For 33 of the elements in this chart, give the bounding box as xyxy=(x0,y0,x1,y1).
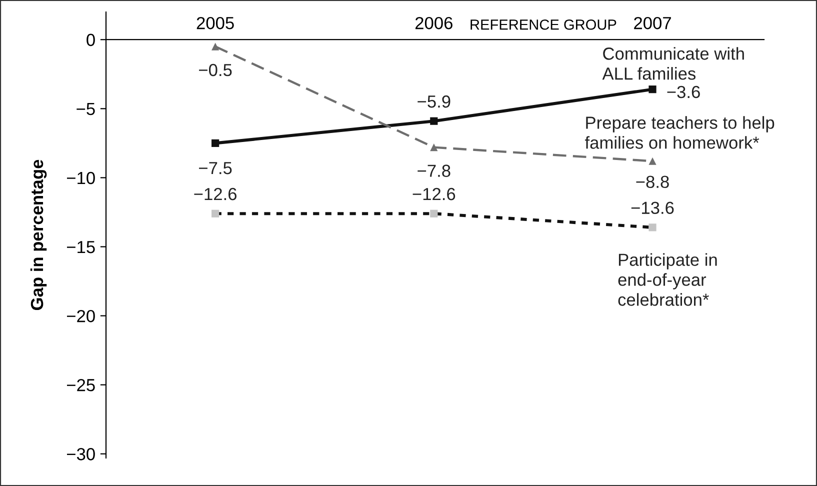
y-axis-title: Gap in percentage xyxy=(30,160,47,310)
x-tick-label: 2006 xyxy=(415,16,452,30)
annotation: REFERENCE GROUP xyxy=(470,19,616,30)
y-tick-label: −25 xyxy=(66,378,95,392)
x-tick-label: 2005 xyxy=(196,16,234,30)
series-label: Participate in end-of-year celebration* xyxy=(618,253,717,306)
point xyxy=(212,210,220,218)
y-tick-label: −15 xyxy=(66,241,95,254)
point xyxy=(648,224,656,232)
data-label: −0.5 xyxy=(199,64,232,76)
data-label: −7.5 xyxy=(199,162,232,174)
data-label: −5.9 xyxy=(418,95,450,108)
y-tick-label: 0 xyxy=(86,34,95,46)
series-label: Communicate with ALL families xyxy=(602,47,744,80)
point xyxy=(648,157,656,165)
data-label: −12.6 xyxy=(412,188,456,200)
point xyxy=(212,42,220,50)
x-tick-label: 2007 xyxy=(634,16,671,30)
point xyxy=(648,86,656,94)
series-label: Prepare teachers to help families on homework* xyxy=(584,116,774,149)
point xyxy=(212,139,220,147)
data-label: −13.6 xyxy=(631,202,674,214)
y-tick-label: −30 xyxy=(66,448,95,460)
point xyxy=(430,210,438,218)
point xyxy=(430,144,438,152)
y-tick-label: −10 xyxy=(66,172,95,184)
y-tick-label: −5 xyxy=(76,103,95,116)
point xyxy=(430,117,438,125)
y-tick-label: −20 xyxy=(66,310,95,322)
data-label: −12.6 xyxy=(194,188,237,200)
data-label: −3.6 xyxy=(667,86,700,98)
data-label: −7.8 xyxy=(418,164,450,177)
data-label: −8.8 xyxy=(636,176,669,188)
